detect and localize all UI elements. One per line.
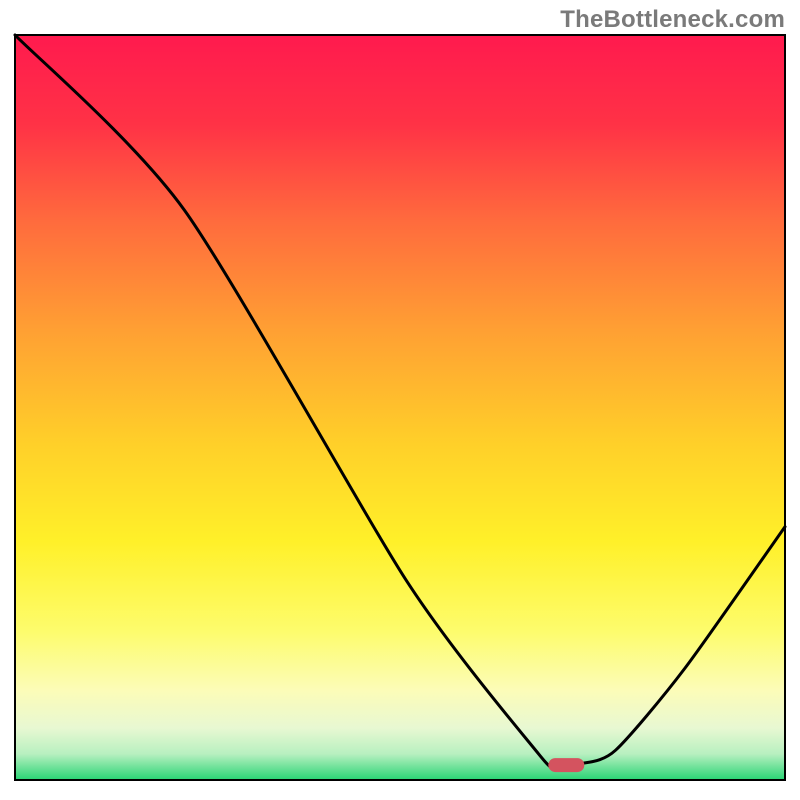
plot-area <box>15 35 785 780</box>
chart-svg <box>0 0 800 800</box>
bottleneck-chart: TheBottleneck.com <box>0 0 800 800</box>
watermark-text: TheBottleneck.com <box>560 6 785 34</box>
optimal-marker <box>548 758 584 772</box>
